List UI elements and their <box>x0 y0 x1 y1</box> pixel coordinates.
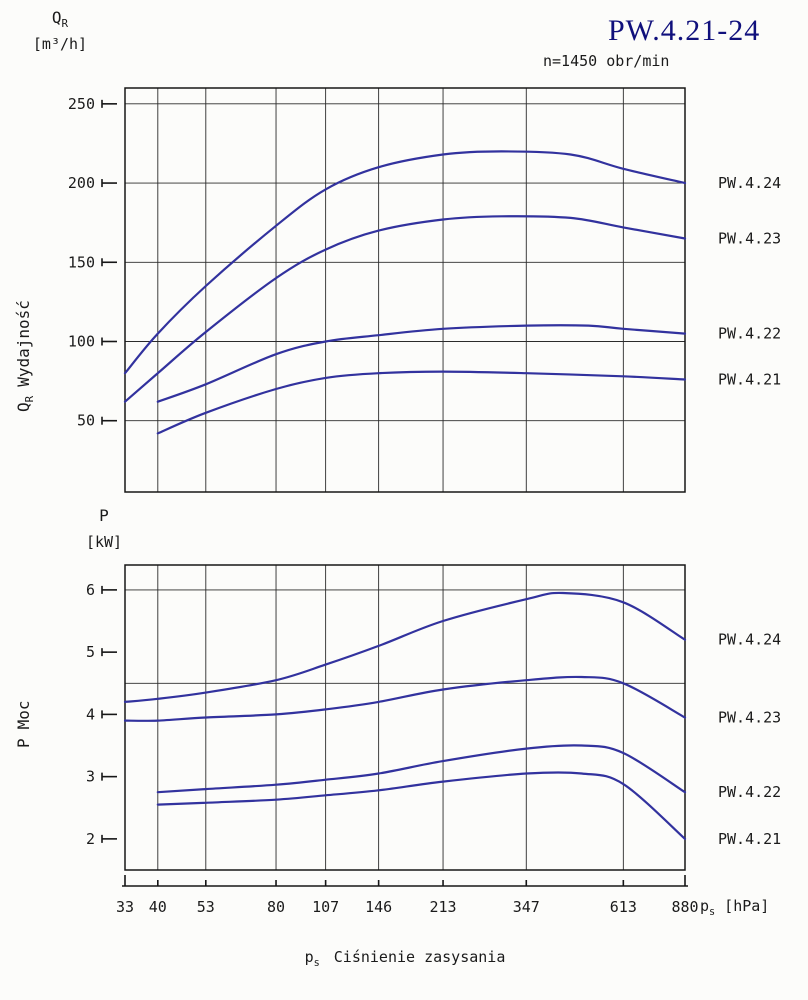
x-tick-label: 347 <box>513 898 540 916</box>
x-tick-label: 613 <box>610 898 637 916</box>
power-unit: [kW] <box>85 533 123 552</box>
x-axis-unit-bracket: [hPa] <box>724 897 770 915</box>
plot-frame <box>124 87 686 493</box>
y-tick-label: 4 <box>86 705 95 723</box>
x-tick-label: 80 <box>267 898 285 916</box>
capacity-axis-unit: QR [m³/h] <box>25 8 95 54</box>
series-label: PW.4.22 <box>718 325 781 343</box>
series-label: PW.4.24 <box>718 174 781 192</box>
series-label: PW.4.23 <box>718 709 781 727</box>
curve-PW.4.24 <box>123 150 687 375</box>
curve-PW.4.21 <box>156 771 687 840</box>
x-tick-label: 107 <box>312 898 339 916</box>
x-tick-label: 213 <box>429 898 456 916</box>
x-tick-label: 53 <box>197 898 215 916</box>
power-axis-unit: P [kW] <box>72 506 136 552</box>
curve-PW.4.22 <box>156 324 687 403</box>
x-tick-label: 33 <box>116 898 134 916</box>
series-label: PW.4.24 <box>718 631 781 649</box>
x-axis-title: ps Ciśnienie zasysania <box>304 948 506 969</box>
curve-PW.4.22 <box>156 744 687 794</box>
x-axis-ruler: 33 40 53 80 107 146 213 347 613 880 <box>116 875 699 916</box>
series-label: PW.4.21 <box>718 830 781 848</box>
x-axis-title-text: Ciśnienie zasysania <box>333 948 506 966</box>
y-tick-label: 200 <box>68 174 95 192</box>
curve-PW.4.21 <box>156 370 687 435</box>
y-tick-label: 3 <box>86 768 95 786</box>
capacity-unit: [m³/h] <box>32 35 88 54</box>
y-tick-label: 5 <box>86 643 95 661</box>
capacity-symbol: QR <box>51 8 69 31</box>
y-tick-label: 6 <box>86 581 95 599</box>
x-tick-label: 880 <box>671 898 698 916</box>
y-tick-label: 150 <box>68 253 95 271</box>
curve-PW.4.23 <box>123 215 687 403</box>
page-title: PW.4.21-24 <box>608 14 761 47</box>
curve-PW.4.24 <box>123 591 687 703</box>
capacity-chart: 250 200 150 100 50 PW.4.24 PW.4.23 PW.4.22 PW.4.… <box>68 87 781 493</box>
y-tick-label: 100 <box>68 332 95 350</box>
power-symbol: P <box>99 506 109 525</box>
power-chart: 6 5 4 3 2 PW.4.24 PW.4.23 PW.4.22 PW.4.21 <box>86 564 781 871</box>
y-tick-label: 2 <box>86 830 95 848</box>
x-tick-label: 146 <box>365 898 392 916</box>
series-label: PW.4.23 <box>718 230 781 248</box>
y-tick-label: 250 <box>68 95 95 113</box>
y-tick-label: 50 <box>77 412 95 430</box>
series-label: PW.4.21 <box>718 371 781 389</box>
rpm-label: n=1450 obr/min <box>543 52 670 70</box>
series-label: PW.4.22 <box>718 783 781 801</box>
x-axis-unit: ps [hPa] <box>700 897 770 918</box>
curve-PW.4.23 <box>123 675 687 722</box>
x-tick-label: 40 <box>149 898 167 916</box>
